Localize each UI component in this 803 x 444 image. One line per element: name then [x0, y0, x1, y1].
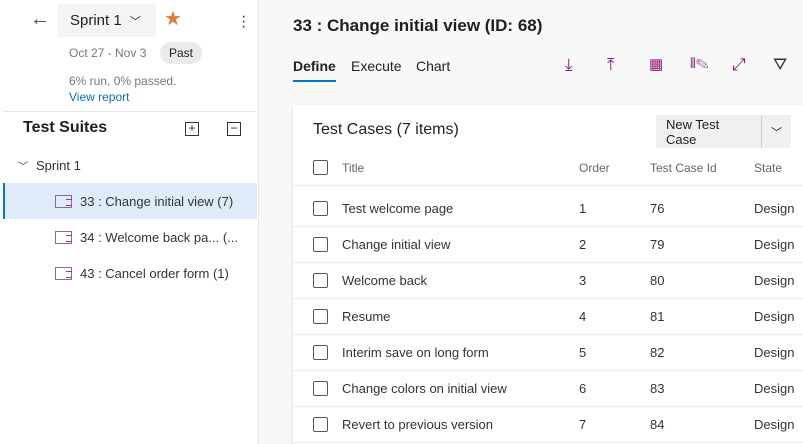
table-header: Title Order Test Case Id State — [293, 150, 803, 186]
column-order[interactable]: Order — [579, 160, 610, 175]
cell-state: Design — [754, 381, 795, 396]
back-arrow-icon[interactable]: ← — [30, 8, 50, 30]
column-test-case-id[interactable]: Test Case Id — [650, 160, 717, 175]
suite-item[interactable]: 43 : Cancel order form (1) — [3, 255, 257, 291]
chevron-down-icon[interactable]: ﹀ — [761, 115, 791, 148]
row-checkbox[interactable] — [313, 345, 328, 360]
new-test-case-button[interactable]: New Test Case ﹀ — [656, 115, 791, 148]
sprint-picker[interactable]: Sprint 1 ﹀ — [58, 4, 156, 37]
suite-folder-icon — [55, 194, 72, 208]
test-cases-title: Test Cases (7 items) — [313, 121, 459, 138]
tab-execute[interactable]: Execute — [351, 58, 402, 74]
cell-state: Design — [754, 345, 795, 360]
cell-id: 76 — [650, 201, 665, 216]
cell-order: 5 — [579, 345, 587, 360]
cell-state: Design — [754, 309, 795, 324]
cell-state: Design — [754, 273, 795, 288]
filter-icon[interactable]: ⛛ — [773, 55, 788, 74]
cell-title[interactable]: Welcome back — [342, 273, 428, 288]
view-report-link[interactable]: View report — [69, 90, 130, 104]
cell-order: 2 — [579, 237, 587, 252]
row-checkbox[interactable] — [313, 237, 328, 252]
tab-chart[interactable]: Chart — [416, 58, 451, 74]
divider — [3, 111, 257, 112]
suites-title: Test Suites — [23, 119, 108, 136]
collapse-all-icon[interactable]: − — [227, 122, 241, 136]
cell-id: 82 — [650, 345, 665, 360]
cell-order: 7 — [579, 417, 587, 432]
chevron-down-icon: ﹀ — [129, 16, 141, 28]
star-icon[interactable]: ★ — [164, 8, 182, 30]
column-state[interactable]: State — [754, 160, 783, 175]
grid-icon[interactable]: ▦ — [649, 56, 664, 73]
table-row[interactable]: Welcome back 3 80 Design — [293, 263, 803, 299]
cell-title[interactable]: Test welcome page — [342, 201, 454, 216]
page-title: 33 : Change initial view (ID: 68) — [293, 16, 543, 35]
cell-order: 6 — [579, 381, 587, 396]
suite-folder-icon — [55, 266, 72, 280]
row-checkbox[interactable] — [313, 201, 328, 216]
tab-bar: Define Execute Chart ⤓ ⤒ ▦ ⫴✎ ⤢ ⛛ — [260, 45, 803, 88]
row-checkbox[interactable] — [313, 381, 328, 396]
suite-item[interactable]: 34 : Welcome back pa... (... — [3, 219, 257, 255]
cell-id: 84 — [650, 417, 665, 432]
expand-all-icon[interactable]: + — [185, 122, 199, 136]
cell-state: Design — [754, 237, 795, 252]
table-row[interactable]: Test welcome page 1 76 Design — [293, 191, 803, 227]
cell-id: 83 — [650, 381, 665, 396]
cell-title[interactable]: Resume — [342, 309, 391, 324]
cell-title[interactable]: Interim save on long form — [342, 345, 489, 360]
cell-order: 3 — [579, 273, 587, 288]
row-checkbox[interactable] — [313, 273, 328, 288]
table-row[interactable]: Change initial view 2 79 Design — [293, 227, 803, 263]
cell-order: 4 — [579, 309, 587, 324]
row-checkbox[interactable] — [313, 309, 328, 324]
tree-root[interactable]: ﹀ Sprint 1 — [18, 158, 81, 173]
cell-title[interactable]: Change initial view — [342, 237, 451, 252]
suite-folder-icon — [55, 230, 72, 244]
column-options-icon[interactable]: ⫴✎ — [690, 55, 709, 71]
cell-id: 81 — [650, 309, 665, 324]
column-title[interactable]: Title — [342, 160, 365, 175]
table-row[interactable]: Revert to previous version 7 84 Design — [293, 407, 803, 443]
cell-state: Design — [754, 417, 795, 432]
upload-icon[interactable]: ⤒ — [607, 55, 615, 74]
table-row[interactable]: Interim save on long form 5 82 Design — [293, 335, 803, 371]
table-row[interactable]: Change colors on initial view 6 83 Design — [293, 371, 803, 407]
cell-id: 79 — [650, 237, 665, 252]
cell-title[interactable]: Revert to previous version — [342, 417, 494, 432]
fullscreen-icon[interactable]: ⤢ — [732, 55, 746, 74]
select-all-checkbox[interactable] — [313, 160, 328, 175]
chevron-down-icon: ﹀ — [18, 162, 28, 173]
cell-title[interactable]: Change colors on initial view — [342, 381, 507, 396]
row-checkbox[interactable] — [313, 417, 328, 432]
cell-order: 1 — [579, 201, 587, 216]
test-cases-card: Test Cases (7 items) New Test Case ﹀ Titl… — [293, 105, 803, 444]
left-panel: ← Sprint 1 ﹀ ★ · · · Oct 27 - Nov 3 Past 6… — [0, 0, 259, 444]
tab-define[interactable]: Define — [293, 58, 336, 82]
table-row[interactable]: Resume 4 81 Design — [293, 299, 803, 335]
sprint-dates: Oct 27 - Nov 3 — [69, 46, 147, 60]
download-icon[interactable]: ⤓ — [565, 55, 573, 74]
sprint-stats: 6% run, 0% passed. View report — [69, 74, 177, 104]
status-badge: Past — [160, 42, 203, 64]
more-options-icon[interactable]: · · · — [241, 8, 247, 35]
suite-item[interactable]: 33 : Change initial view (7) — [3, 183, 257, 219]
cell-state: Design — [754, 201, 795, 216]
cell-id: 80 — [650, 273, 665, 288]
